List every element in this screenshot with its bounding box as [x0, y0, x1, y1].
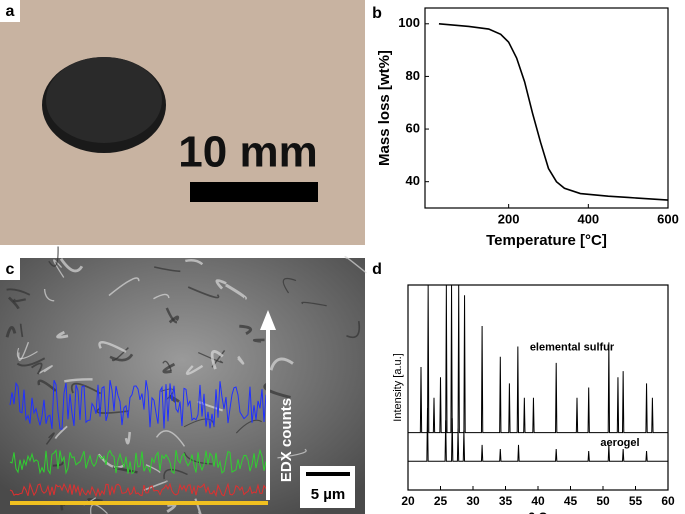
sheet-fold	[37, 379, 57, 392]
panel-label: c	[6, 261, 15, 278]
edx-trace	[9, 380, 269, 430]
scale-label: 5 µm	[311, 486, 346, 503]
x-tick-label: 600	[657, 211, 679, 226]
sem-texture	[5, 246, 367, 514]
edx-trace	[9, 482, 269, 498]
sheet-fold	[109, 353, 134, 362]
sheet-fold	[6, 288, 31, 296]
series-label: elemental sulfur	[530, 342, 615, 354]
y-axis-label: Mass loss [wt%]	[376, 50, 393, 166]
y-tick-label: 60	[406, 120, 420, 135]
sheet-fold	[16, 347, 38, 360]
edx-trace	[9, 448, 269, 475]
panel-label: d	[372, 261, 382, 278]
y-tick-label: 100	[398, 15, 420, 30]
sheet-fold	[31, 362, 43, 375]
x-tick-label: 50	[596, 494, 610, 508]
sample-disk-top	[46, 57, 162, 143]
x-tick-label: 400	[577, 211, 599, 226]
x-tick-label: 35	[499, 494, 513, 508]
label-box	[0, 258, 20, 280]
series-label: aerogel	[600, 437, 639, 449]
data-line	[408, 407, 668, 462]
sheet-fold	[185, 258, 204, 266]
sheet-fold	[56, 330, 69, 339]
sheet-fold	[253, 338, 265, 343]
sheet-fold	[53, 259, 65, 278]
sheet-fold	[48, 246, 59, 267]
sheet-fold	[169, 395, 180, 403]
plot-frame	[424, 7, 669, 209]
sheet-fold	[45, 432, 55, 445]
x-tick-label: 40	[531, 494, 545, 508]
sheet-fold	[168, 315, 180, 324]
sheet-fold	[19, 323, 24, 338]
sheet-fold	[143, 480, 168, 491]
label-box	[0, 0, 20, 22]
sheet-fold	[163, 468, 188, 480]
x-tick-label: 60	[661, 494, 675, 508]
sheet-fold	[198, 352, 224, 364]
panel-label: b	[372, 5, 382, 22]
sheet-fold	[5, 326, 17, 338]
sheet-fold	[64, 378, 93, 383]
sheet-fold	[269, 357, 294, 371]
panel-label: a	[6, 3, 15, 20]
sheet-fold	[239, 324, 253, 335]
x-tick-label: 45	[564, 494, 578, 508]
sheet-fold	[98, 341, 127, 353]
sheet-fold	[16, 357, 46, 367]
sheet-fold	[162, 362, 176, 374]
scale-label: 10 mm	[178, 128, 317, 177]
sheet-fold	[301, 301, 327, 307]
sheet-fold	[237, 355, 245, 365]
sheet-fold	[346, 321, 361, 339]
sheet-fold	[215, 279, 227, 290]
x-tick-label: 25	[434, 494, 448, 508]
sheet-fold	[162, 360, 172, 372]
y-tick-label: 40	[406, 173, 420, 188]
sheet-fold	[166, 503, 177, 513]
sheet-fold	[54, 425, 68, 439]
y-tick-label: 80	[406, 68, 420, 83]
x-tick-label: 20	[401, 494, 415, 508]
scale-bar	[190, 182, 318, 202]
arrow-head	[260, 310, 276, 330]
sheet-fold	[282, 277, 297, 294]
sheet-fold	[225, 283, 247, 300]
sheet-fold	[153, 266, 181, 273]
edx-label: EDX counts	[278, 398, 295, 482]
sheet-fold	[59, 257, 84, 273]
x-tick-label: 55	[629, 494, 643, 508]
x-axis-label: 2 Θ	[528, 510, 547, 514]
data-line	[408, 284, 668, 434]
sheet-fold	[7, 296, 20, 310]
sheet-fold	[185, 364, 204, 376]
sheet-fold	[155, 430, 186, 447]
sheet-fold	[235, 419, 262, 434]
sheet-fold	[18, 341, 30, 361]
sheet-fold	[43, 288, 55, 302]
y-axis-label: Intensity [a.u.]	[392, 353, 404, 421]
sheet-fold	[277, 448, 307, 459]
sheet-fold	[12, 298, 26, 303]
sheet-fold	[70, 382, 102, 395]
sheet-fold	[108, 277, 140, 297]
sheet-fold	[38, 365, 53, 374]
x-axis-label: Temperature [°C]	[486, 232, 607, 249]
x-tick-label: 200	[498, 211, 520, 226]
sheet-fold	[187, 286, 220, 299]
data-line	[438, 22, 669, 201]
sheet-fold	[344, 255, 367, 274]
sheet-fold	[153, 293, 170, 300]
x-tick-label: 30	[466, 494, 480, 508]
sheet-fold	[145, 464, 161, 474]
sheet-fold	[124, 431, 131, 445]
sheet-fold	[210, 350, 224, 370]
sheet-fold	[52, 461, 64, 467]
